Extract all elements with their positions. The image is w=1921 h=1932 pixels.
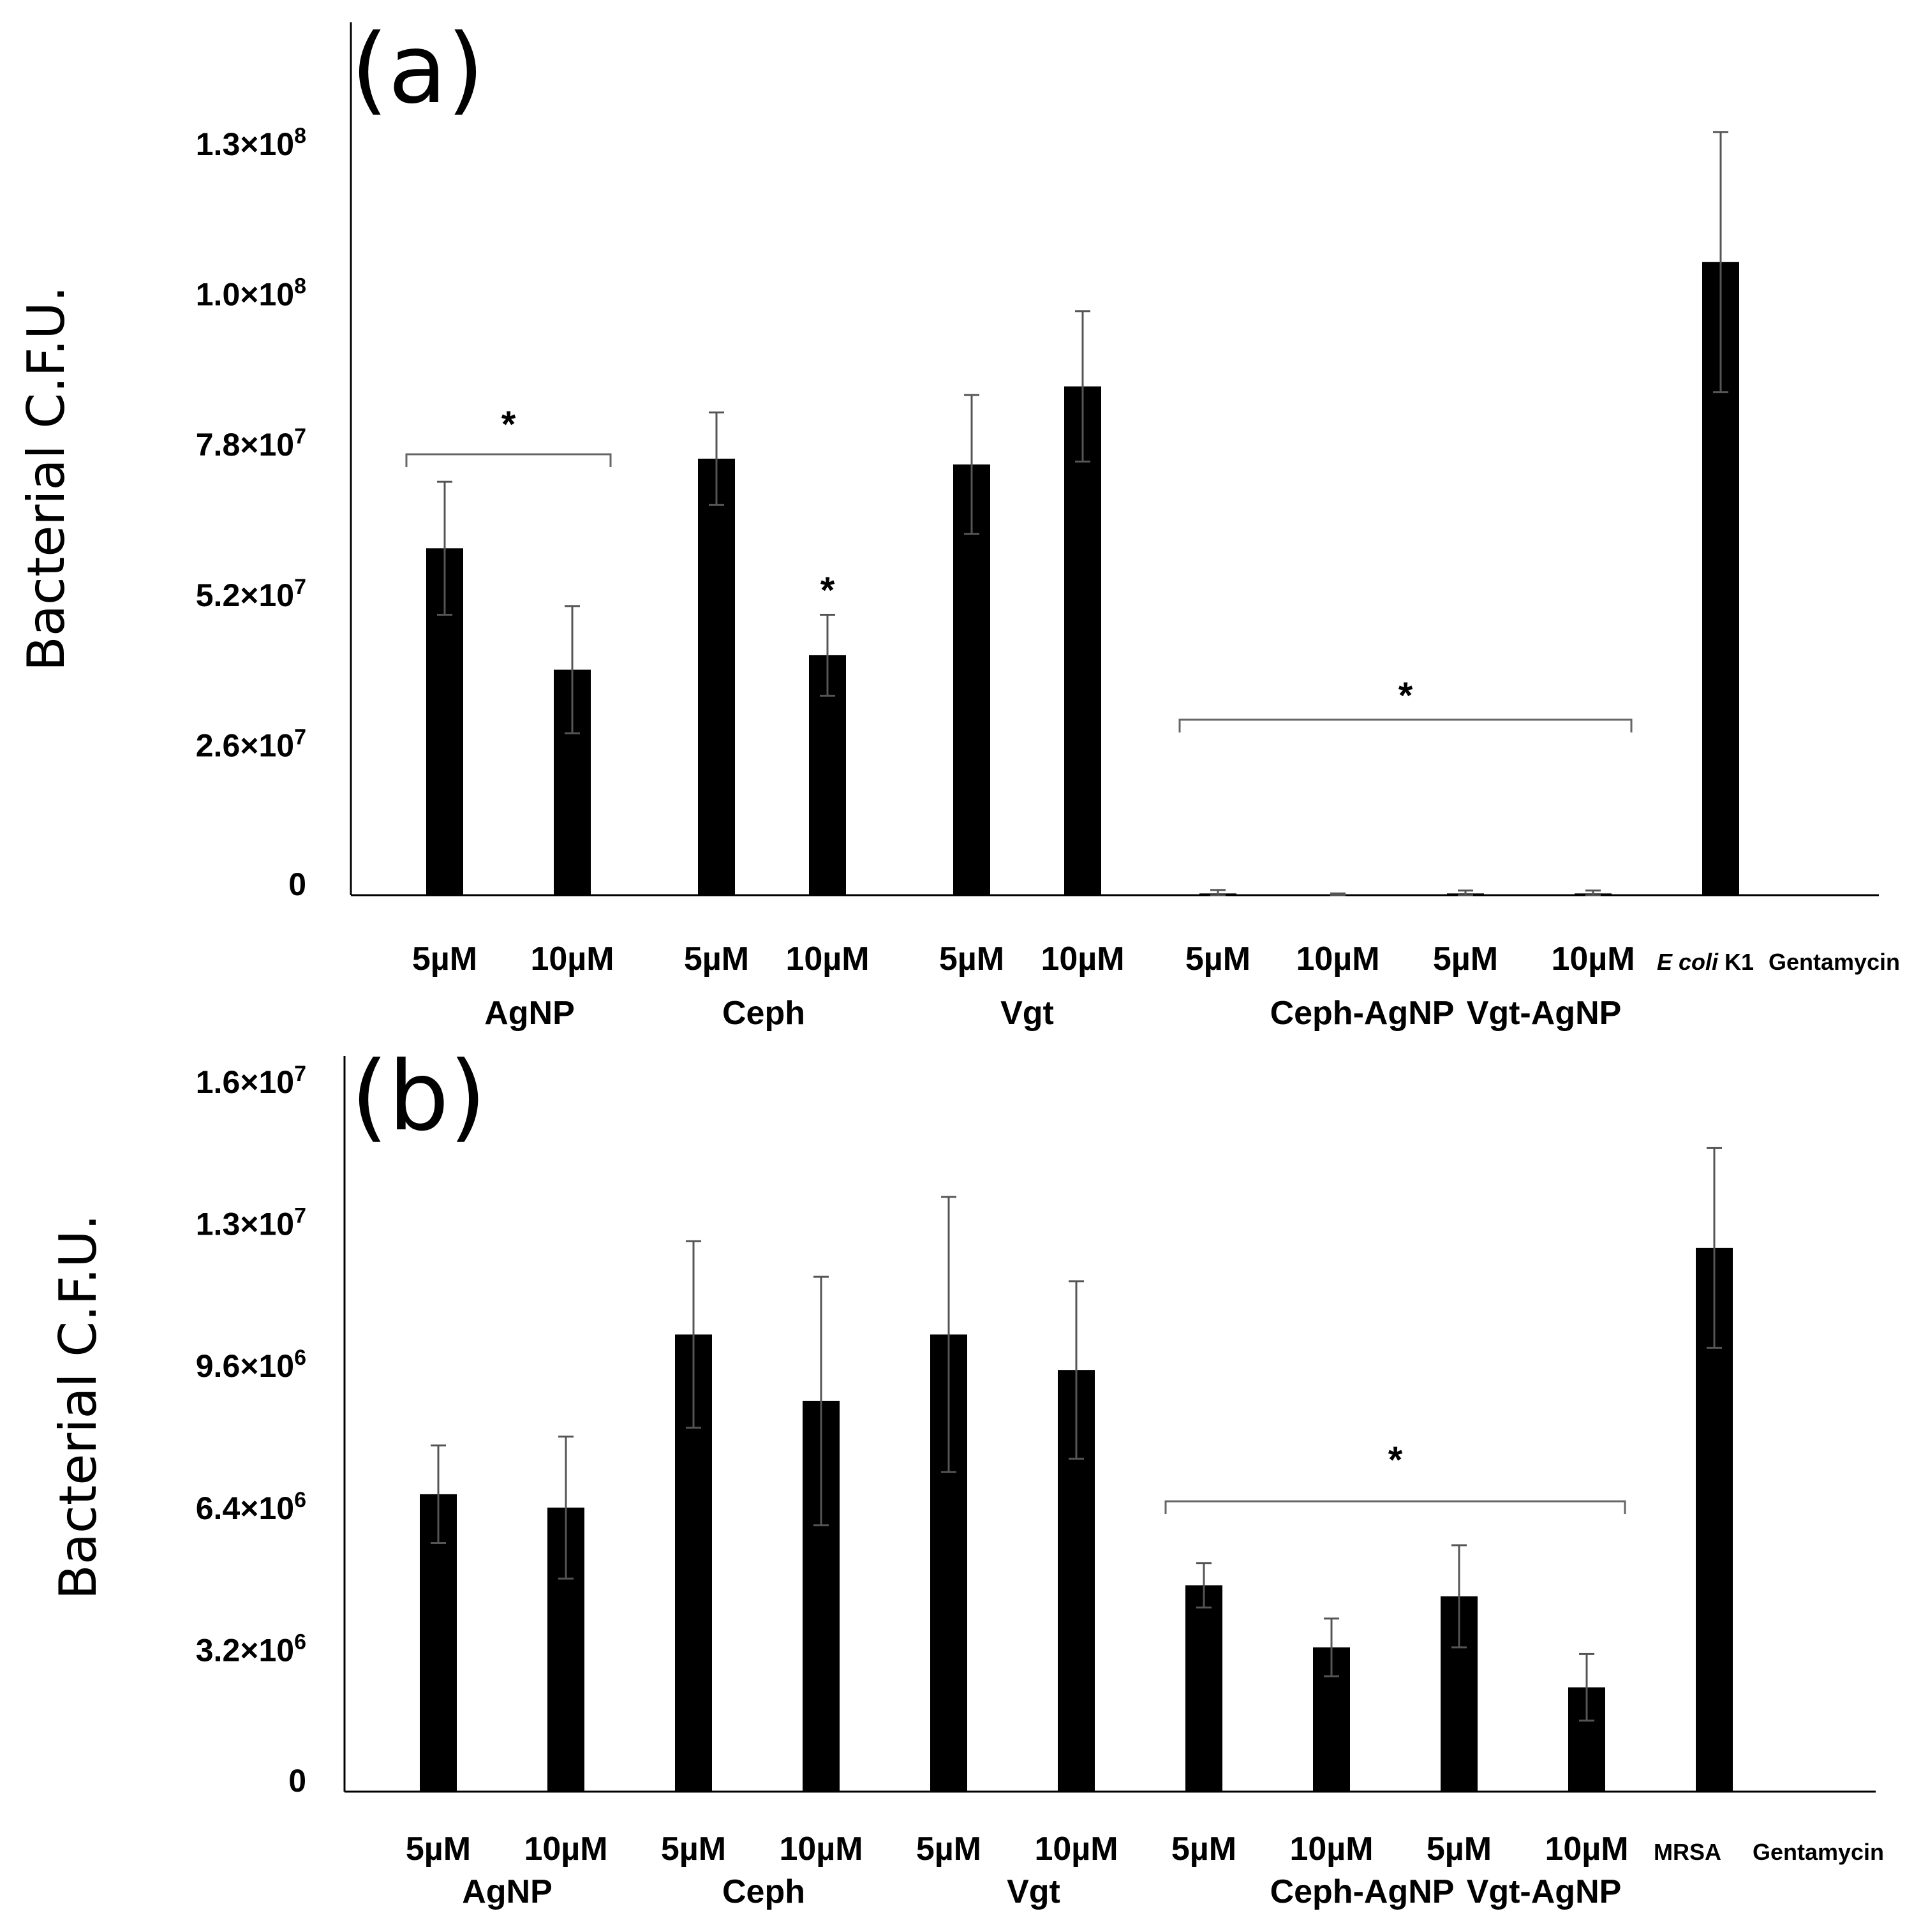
group-label: Ceph-AgNP: [1270, 1873, 1455, 1910]
control-label-part: K1: [1718, 949, 1754, 975]
x-tick-label: 5µM: [661, 1831, 726, 1868]
y-tick-label: 1.3×108: [196, 124, 306, 162]
y-tick-exponent: 6: [294, 1488, 306, 1512]
y-tick-label: 6.4×106: [196, 1488, 306, 1526]
x-tick-label: 5µM: [939, 940, 1004, 977]
y-tick-exponent: 7: [294, 1204, 306, 1228]
group-label: Vgt: [1000, 995, 1054, 1032]
x-tick-label: 10µM: [1296, 940, 1379, 977]
significance-star: *: [1388, 1439, 1403, 1481]
y-tick-exponent: 7: [294, 424, 306, 449]
y-tick-exponent: 8: [294, 274, 306, 299]
group-label: Ceph-AgNP: [1270, 995, 1455, 1032]
group-label: Vgt-AgNP: [1467, 995, 1622, 1032]
y-tick-label: 3.2×106: [196, 1630, 306, 1668]
x-tick-label: 10µM: [1041, 940, 1124, 977]
x-tick-label-control: E coli K1: [1657, 949, 1754, 975]
significance-star: *: [501, 404, 516, 445]
x-tick-label: 5µM: [1433, 940, 1498, 977]
y-tick-exponent: 7: [294, 1062, 306, 1086]
bar: [698, 458, 735, 895]
significance-bracket: [1164, 1500, 1626, 1514]
control-label-part: E coli: [1657, 949, 1719, 975]
y-tick-exponent: 6: [294, 1630, 306, 1654]
significance-bracket: [405, 453, 612, 467]
panel-label: (b): [351, 1041, 486, 1152]
y-tick-label: 1.3×107: [196, 1204, 306, 1242]
bar: [1185, 1585, 1222, 1792]
x-tick-label: 10µM: [1551, 940, 1635, 977]
bar: [953, 464, 990, 895]
group-label: Ceph: [722, 995, 805, 1032]
x-tick-label: 5µM: [684, 940, 749, 977]
x-tick-label-control: MRSA: [1654, 1839, 1721, 1865]
y-tick-label: 7.8×107: [196, 424, 306, 463]
group-label: Ceph: [722, 1873, 805, 1910]
x-tick-label: 10µM: [1545, 1831, 1628, 1868]
group-label: Vgt-AgNP: [1467, 1873, 1622, 1910]
y-tick-label: 0: [288, 1763, 306, 1799]
group-label: AgNP: [484, 995, 575, 1032]
group-label: Vgt: [1007, 1873, 1060, 1910]
y-tick-exponent: 7: [294, 725, 306, 749]
x-tick-label: 10µM: [779, 1831, 863, 1868]
x-tick-label-gentamycin: Gentamycin: [1753, 1839, 1884, 1865]
x-tick-label: 5µM: [412, 940, 477, 977]
y-tick-label: 0: [288, 866, 306, 902]
y-tick-label: 2.6×107: [196, 725, 306, 763]
x-tick-label: 10µM: [785, 940, 869, 977]
x-tick-label: 10µM: [524, 1831, 607, 1868]
y-tick-label: 5.2×107: [196, 575, 306, 613]
chart-panel-a: (a) Bacterial C.F.U. 0 2.6×107 5.2×107 7.8×10…: [17, 14, 1900, 1032]
panel-label: (a): [351, 14, 484, 125]
x-tick-label: 5µM: [1185, 940, 1250, 977]
y-axis-label: Bacterial C.F.U.: [48, 1214, 108, 1600]
y-tick-label: 1.6×107: [196, 1062, 306, 1100]
group-label: AgNP: [462, 1873, 553, 1910]
y-tick-label: 9.6×106: [196, 1346, 306, 1384]
y-tick-label: 1.0×108: [196, 274, 306, 313]
control-label-part: MRSA: [1654, 1839, 1721, 1865]
y-tick-exponent: 8: [294, 124, 306, 148]
y-tick-exponent: 7: [294, 575, 306, 599]
x-tick-label: 5µM: [1427, 1831, 1492, 1868]
x-tick-label: 10µM: [1034, 1831, 1118, 1868]
x-tick-label: 5µM: [406, 1831, 471, 1868]
y-axis-label: Bacterial C.F.U.: [17, 286, 76, 671]
x-tick-label: 10µM: [1289, 1831, 1373, 1868]
significance-star: *: [1398, 675, 1413, 717]
significance-star: *: [820, 570, 835, 611]
x-tick-label-gentamycin: Gentamycin: [1769, 949, 1900, 975]
bar: [1064, 386, 1101, 895]
x-tick-label: 5µM: [916, 1831, 981, 1868]
chart-panel-b: (b) Bacterial C.F.U. 0 3.2×106 6.4×106 9.6×10…: [48, 1041, 1884, 1910]
x-tick-label: 5µM: [1171, 1831, 1236, 1868]
y-tick-exponent: 6: [294, 1346, 306, 1370]
x-tick-label: 10µM: [530, 940, 614, 977]
significance-bracket: [1178, 718, 1633, 732]
